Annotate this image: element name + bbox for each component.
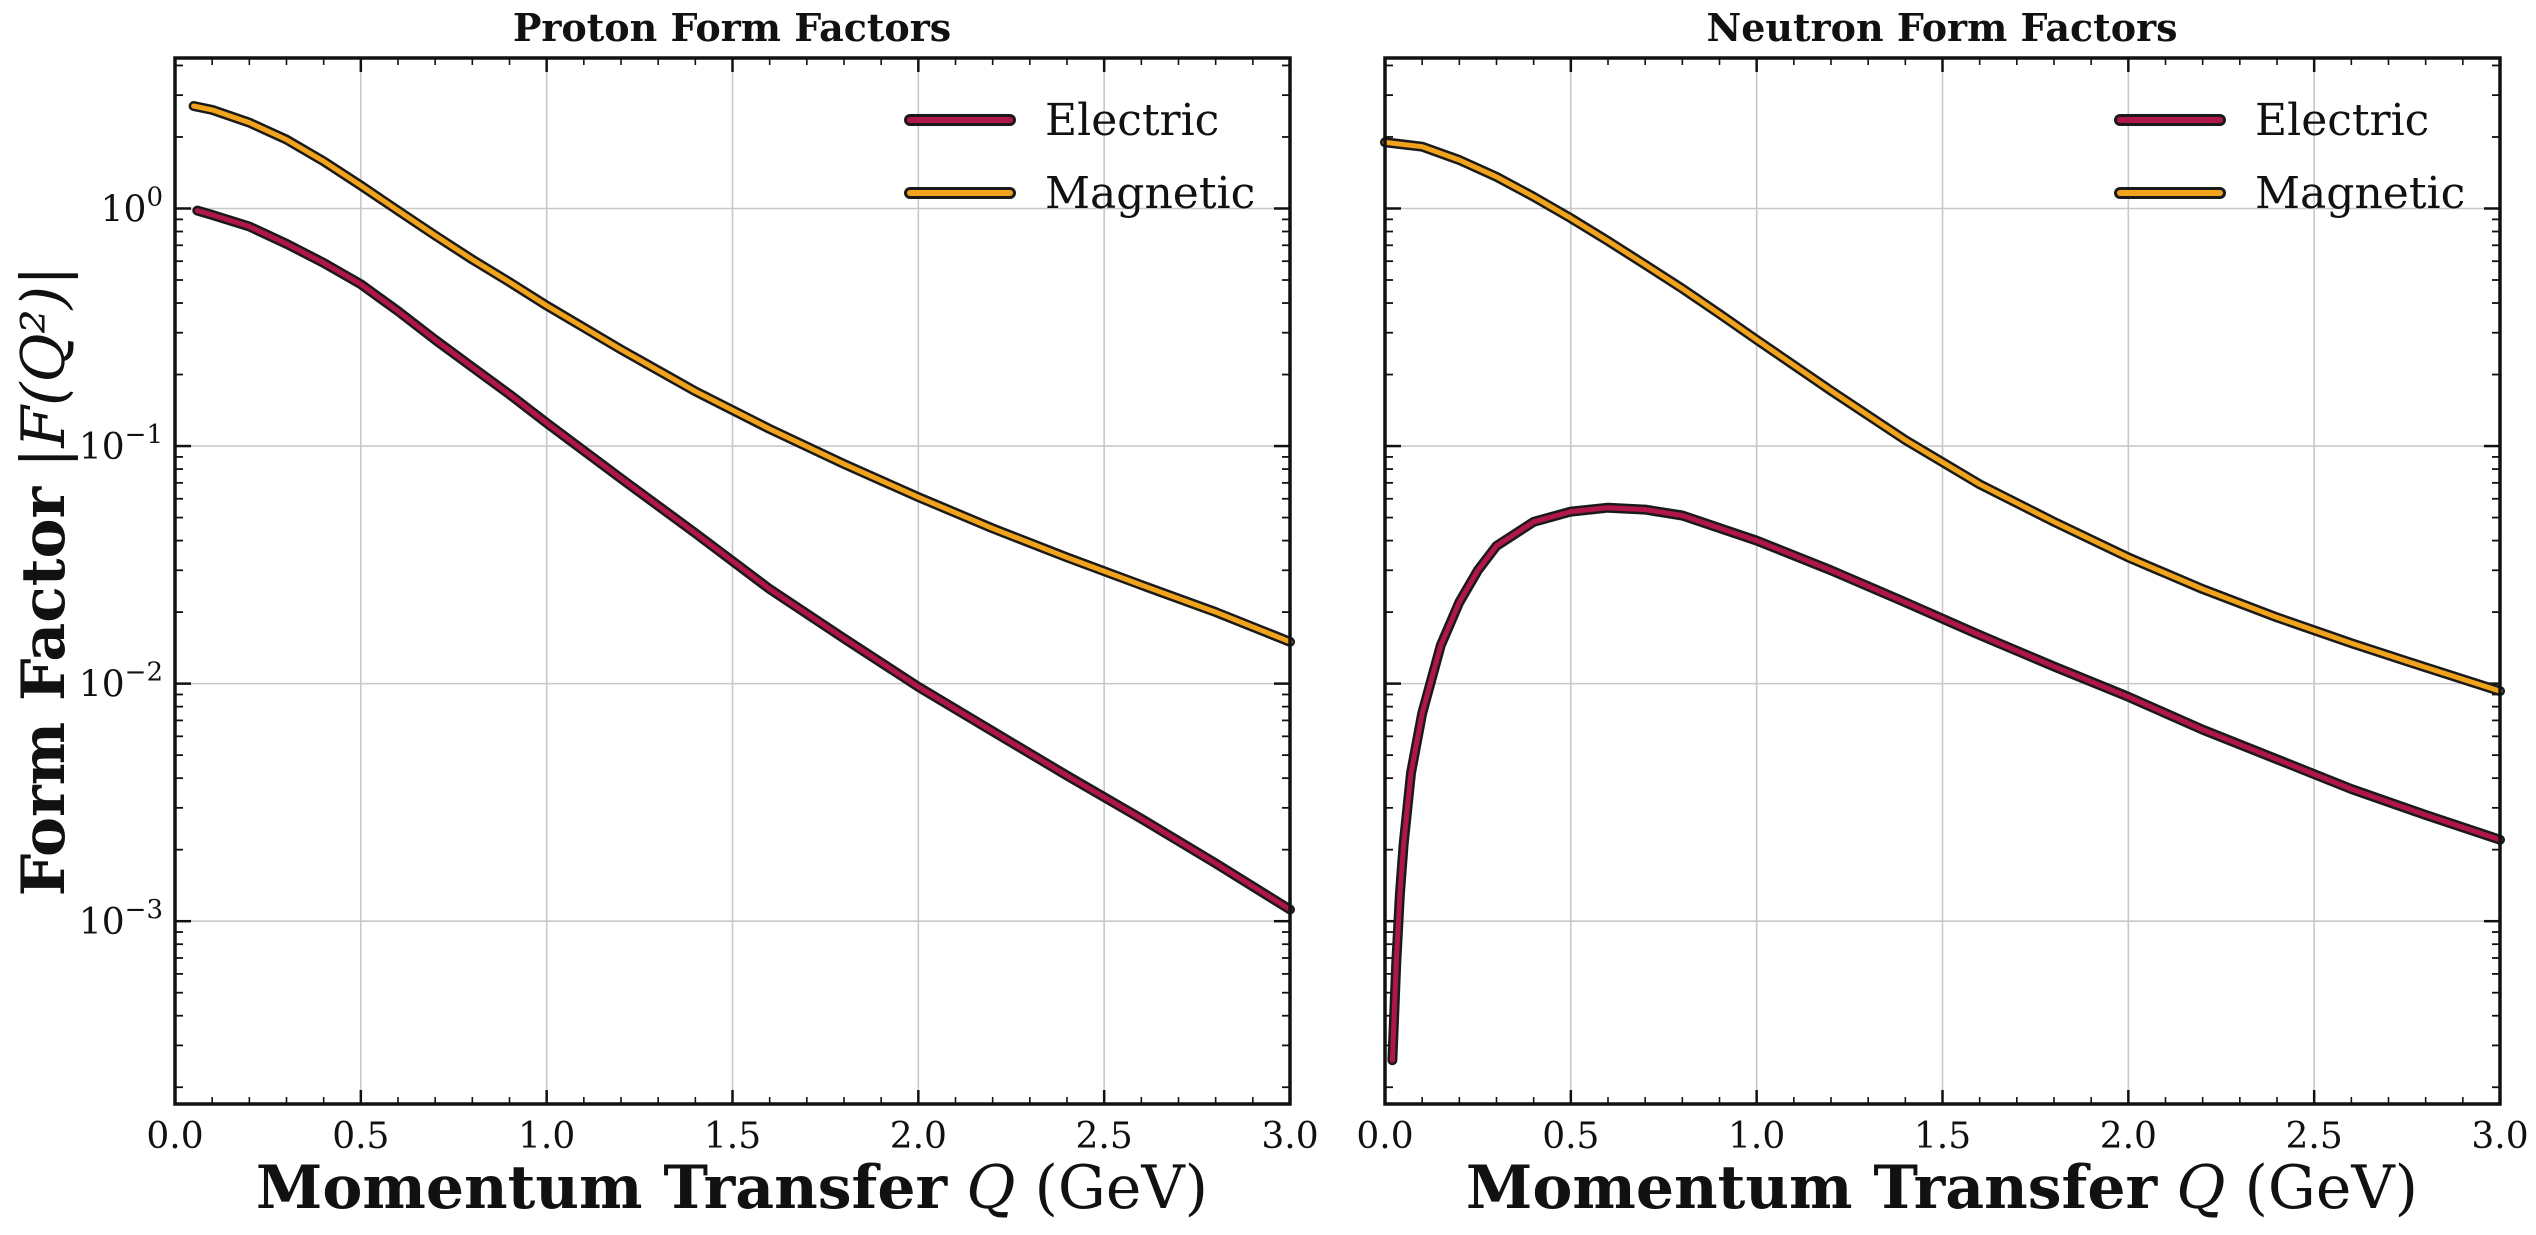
- proton-x-tick-label: 0.5: [332, 1116, 389, 1157]
- y-tick-label: 10−2: [79, 658, 163, 706]
- proton-x-tick-label: 2.5: [1076, 1116, 1133, 1157]
- neutron-series: [1380, 137, 2505, 1066]
- neutron-plot-frame: [1383, 56, 2502, 1106]
- neutron-x-tick-label: 1.0: [1728, 1116, 1785, 1157]
- neutron-magnetic-line: [1382, 139, 2503, 694]
- y-tick-label: 10−1: [79, 420, 163, 468]
- neutron-panel-title: Neutron Form Factors: [1707, 5, 2178, 50]
- neutron-x-tick-label: 3.0: [2471, 1116, 2528, 1157]
- neutron-legend-electric-label: Electric: [2255, 95, 2429, 146]
- proton-grid: [175, 58, 1290, 1104]
- proton-x-axis-label: Momentum Transfer Q (GeV): [256, 1153, 1208, 1223]
- proton-plot-frame: [173, 56, 1292, 1106]
- neutron-x-tick-label: 2.0: [2100, 1116, 2157, 1157]
- proton-x-tick-label: 1.0: [518, 1116, 575, 1157]
- neutron-legend: Electric Magnetic: [2114, 95, 2465, 219]
- proton-panel: Proton Form Factors 0.0 0.5 1.0 1.5 2.0 2.5 3.…: [9, 5, 1319, 1223]
- neutron-legend-magnetic-label: Magnetic: [2255, 168, 2465, 219]
- neutron-panel: Neutron Form Factors 0.0 0.5 1.0 1.5 2.0 2.5 3…: [1356, 5, 2528, 1223]
- neutron-x-tick-label: 0.0: [1356, 1116, 1413, 1157]
- proton-series: [188, 101, 1295, 915]
- proton-tick-labels: 0.0 0.5 1.0 1.5 2.0 2.5 3.0 100 10−1 10−2 10−3: [79, 182, 1319, 1157]
- proton-magnetic-line: [191, 103, 1293, 645]
- proton-x-tick-label: 2.0: [890, 1116, 947, 1157]
- proton-panel-title: Proton Form Factors: [513, 5, 951, 50]
- y-axis-label: Form Factor |F(Q²)|: [9, 266, 79, 897]
- proton-legend-electric-label: Electric: [1045, 95, 1219, 146]
- neutron-tick-labels: 0.0 0.5 1.0 1.5 2.0 2.5 3.0: [1356, 1116, 2528, 1157]
- proton-x-tick-label: 0.0: [146, 1116, 203, 1157]
- proton-x-tick-label: 1.5: [704, 1116, 761, 1157]
- neutron-x-tick-label: 0.5: [1542, 1116, 1599, 1157]
- proton-x-tick-label: 3.0: [1261, 1116, 1318, 1157]
- y-tick-label: 10−3: [79, 895, 163, 943]
- proton-electric-line: [194, 208, 1293, 912]
- neutron-electric-line: [1389, 505, 2503, 1063]
- neutron-x-axis-label: Momentum Transfer Q (GeV): [1466, 1153, 2418, 1223]
- neutron-x-tick-label: 2.5: [2286, 1116, 2343, 1157]
- proton-legend: Electric Magnetic: [904, 95, 1255, 219]
- proton-legend-magnetic-label: Magnetic: [1045, 168, 1255, 219]
- neutron-grid: [1385, 58, 2500, 1104]
- y-tick-label: 100: [101, 182, 163, 230]
- neutron-x-tick-label: 1.5: [1914, 1116, 1971, 1157]
